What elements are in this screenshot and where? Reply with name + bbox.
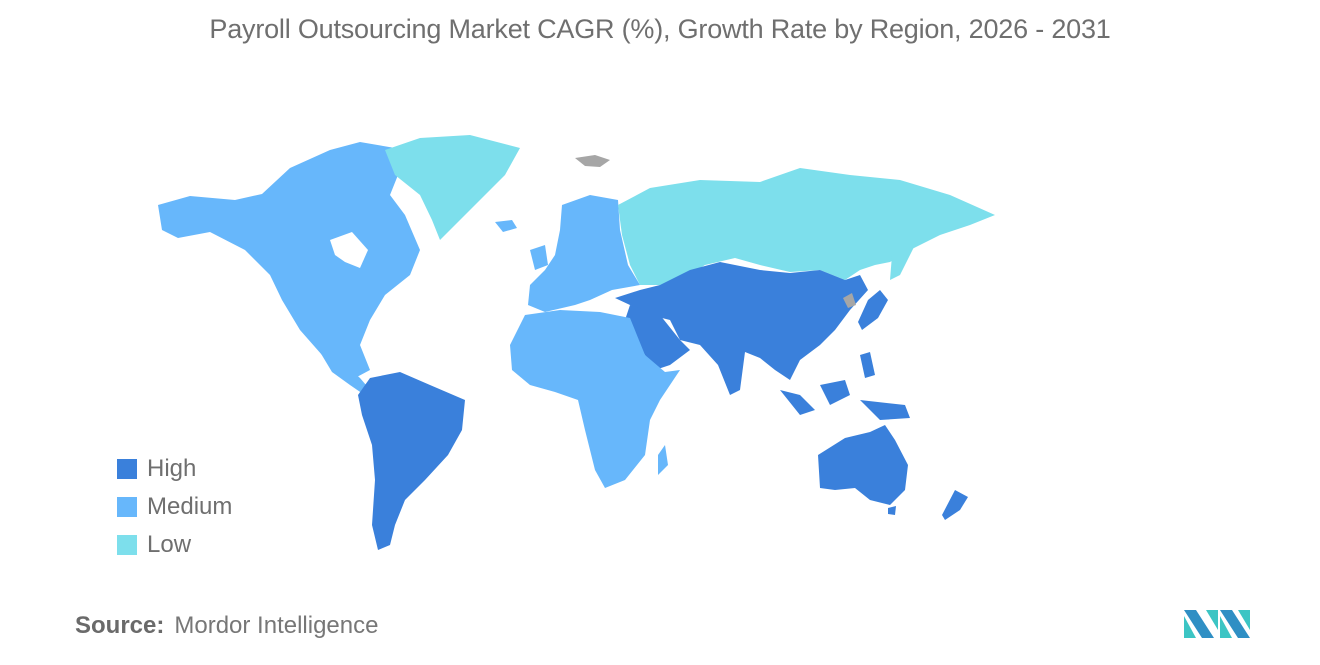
region-africa bbox=[510, 310, 680, 488]
source-value: Mordor Intelligence bbox=[174, 612, 379, 639]
chart-title: Payroll Outsourcing Market CAGR (%), Gro… bbox=[209, 14, 1111, 44]
legend-swatch-low bbox=[117, 535, 137, 555]
region-middle-east bbox=[625, 305, 690, 370]
region-central-america bbox=[320, 352, 372, 396]
region-iceland bbox=[495, 220, 517, 232]
region-australia bbox=[818, 425, 908, 505]
region-south-america bbox=[358, 372, 465, 550]
region-north-america bbox=[158, 142, 420, 378]
legend-swatch-high bbox=[117, 459, 137, 479]
legend-item-low: Low bbox=[117, 526, 232, 564]
source-label: Source: bbox=[75, 612, 165, 639]
mordor-intelligence-logo-icon bbox=[1184, 610, 1250, 638]
region-new-zealand bbox=[942, 490, 968, 520]
legend-label: Medium bbox=[147, 493, 233, 520]
legend-label: Low bbox=[147, 531, 192, 558]
region-southeast-asia bbox=[780, 352, 910, 420]
region-europe bbox=[528, 195, 640, 312]
legend-item-medium: Medium bbox=[117, 488, 232, 526]
region-russia bbox=[618, 168, 995, 285]
legend-item-high: High bbox=[117, 450, 232, 488]
region-greenland bbox=[385, 135, 520, 240]
region-asia bbox=[615, 262, 868, 395]
legend-label: High bbox=[147, 455, 197, 482]
legend: High Medium Low bbox=[117, 450, 232, 564]
legend-swatch-medium bbox=[117, 497, 137, 517]
source-line: Source: Mordor Intelligence bbox=[75, 612, 378, 640]
region-japan bbox=[858, 290, 888, 330]
